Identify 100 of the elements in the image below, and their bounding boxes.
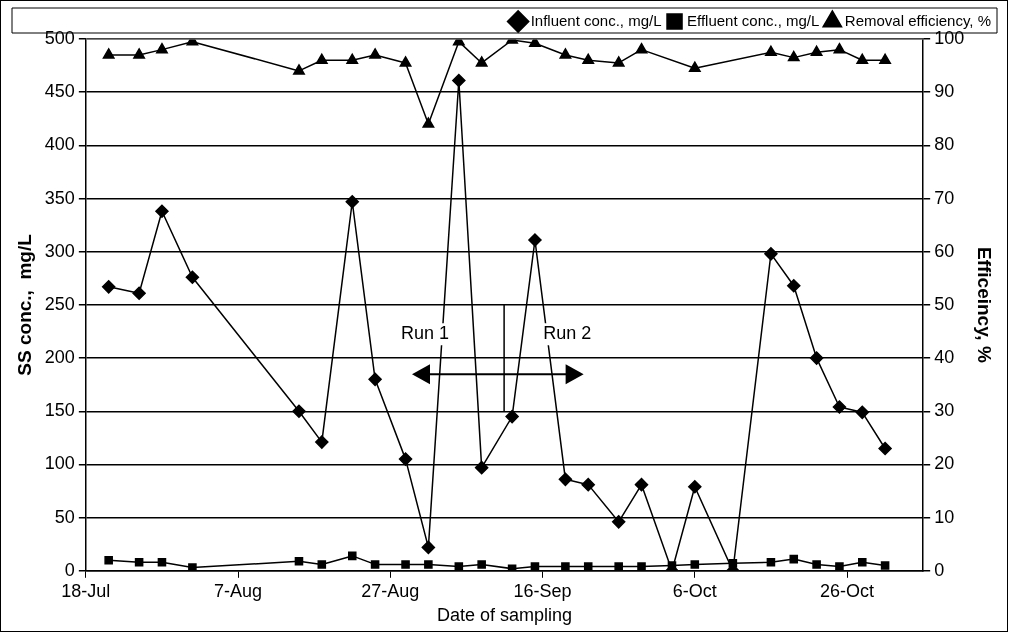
point	[134, 558, 144, 567]
point	[728, 559, 738, 568]
y-tick-label: 350	[44, 187, 75, 208]
y-tick-label: 250	[44, 293, 75, 314]
y2-tick-label: 90	[934, 81, 955, 102]
y-axis-title: SS conc., mg/L	[13, 233, 35, 376]
point	[370, 560, 380, 569]
point	[507, 564, 517, 571]
point	[424, 560, 433, 569]
point	[102, 48, 115, 59]
point	[559, 48, 572, 59]
point	[422, 117, 435, 128]
point	[132, 286, 146, 300]
y2-tick-label: 10	[934, 506, 955, 527]
y-tick-label: 200	[44, 347, 75, 368]
point	[832, 400, 847, 414]
point	[157, 558, 167, 567]
point	[637, 562, 646, 571]
point	[317, 560, 327, 569]
x-tick-label: 27-Aug	[361, 580, 420, 601]
point	[688, 61, 701, 72]
y2-axis-title: Efficeincy, %	[974, 246, 996, 363]
point	[611, 515, 626, 529]
y2-tick-label: 40	[934, 347, 955, 368]
annotation: Run 2	[543, 323, 592, 344]
point	[635, 42, 648, 54]
point	[855, 405, 870, 420]
point	[505, 409, 519, 424]
point	[156, 42, 168, 54]
y2-tick-label: 30	[934, 400, 955, 421]
y-tick-label: 300	[44, 240, 75, 261]
point	[809, 351, 824, 365]
point	[315, 435, 329, 449]
point	[879, 53, 892, 65]
point	[857, 558, 867, 567]
legend-label: Effluent conc., mg/L	[687, 11, 820, 29]
point	[452, 73, 466, 88]
y2-tick-label: 70	[934, 187, 955, 208]
point	[401, 560, 410, 569]
x-tick-label: 6-Oct	[672, 580, 717, 601]
point	[766, 558, 776, 567]
point	[582, 53, 595, 65]
y2-tick-label: 50	[934, 293, 955, 314]
point	[581, 477, 595, 492]
point	[835, 562, 844, 571]
point	[561, 562, 570, 571]
point	[789, 554, 799, 564]
point	[787, 50, 800, 62]
legend-label: Influent conc., mg/L	[530, 11, 662, 29]
point	[474, 460, 489, 475]
y-tick-label: 400	[44, 134, 75, 155]
point	[185, 270, 200, 284]
point	[347, 551, 357, 561]
point	[764, 45, 777, 57]
point	[634, 477, 649, 492]
point	[345, 194, 360, 209]
point	[810, 45, 823, 57]
y-tick-label: 100	[44, 453, 75, 474]
point	[104, 555, 113, 565]
point	[454, 562, 464, 571]
point	[475, 56, 488, 67]
y-tick-label: 50	[54, 506, 75, 527]
point	[530, 562, 540, 571]
point	[878, 441, 892, 456]
point	[558, 472, 573, 487]
point	[292, 404, 306, 419]
point	[690, 560, 700, 569]
point	[833, 42, 846, 54]
point	[764, 247, 778, 261]
point	[880, 561, 890, 570]
point	[368, 372, 382, 387]
x-tick-label: 18-Jul	[61, 580, 111, 601]
x-tick-label: 26-Oct	[820, 580, 875, 601]
annotation: Run 1	[400, 323, 449, 344]
y2-tick-label: 0	[934, 559, 945, 580]
point	[133, 48, 146, 59]
legend-label: Removal efficiency, %	[844, 11, 991, 29]
y-tick-label: 500	[44, 27, 75, 48]
point	[399, 56, 412, 67]
y2-tick-label: 80	[934, 134, 955, 155]
point	[188, 563, 197, 571]
point	[528, 233, 542, 247]
point	[856, 53, 869, 65]
point	[612, 56, 625, 67]
point	[688, 480, 702, 494]
point	[583, 562, 593, 571]
point	[293, 64, 305, 75]
y-tick-label: 450	[44, 81, 75, 102]
point	[614, 562, 623, 571]
x-tick-label: 16-Sep	[513, 580, 572, 601]
x-axis-title: Date of sampling	[436, 605, 573, 626]
point	[294, 556, 304, 566]
point	[421, 540, 436, 555]
y2-tick-label: 60	[934, 240, 955, 261]
point	[812, 560, 821, 569]
point	[155, 204, 169, 219]
y2-tick-label: 20	[934, 453, 955, 474]
point	[787, 279, 801, 293]
point	[101, 280, 116, 294]
y-tick-label: 0	[64, 559, 75, 580]
